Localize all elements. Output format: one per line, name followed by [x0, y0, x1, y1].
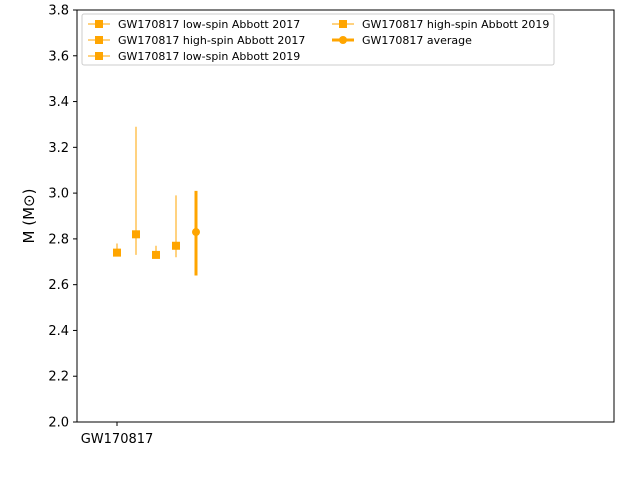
- legend-marker-4: [339, 36, 347, 44]
- legend-label-2: GW170817 low-spin Abbott 2019: [118, 50, 300, 63]
- point-4: [192, 228, 200, 237]
- axes-frame: [76, 9, 615, 423]
- y-tick-label-9: 3.8: [48, 4, 69, 19]
- y-tick-label-6: 3.2: [48, 141, 69, 156]
- legend-marker-3: [339, 20, 347, 28]
- point-2: [152, 250, 160, 259]
- point-3: [172, 241, 180, 250]
- y-tick-label-0: 2.0: [48, 416, 69, 431]
- plot-area: 2.0 2.2 2.4 2.6 2.8 3.0 3.2 3.4 3.6 3.8 GW170817 GW…: [48, 4, 615, 447]
- legend-label-4: GW170817 average: [362, 34, 472, 47]
- y-tick-label-1: 2.2: [48, 370, 69, 385]
- y-tick-label-8: 3.6: [48, 49, 69, 64]
- y-tick-label-7: 3.4: [48, 95, 69, 110]
- y-tick-label-4: 2.8: [48, 232, 69, 247]
- point-0: [113, 248, 121, 257]
- legend-label-1: GW170817 high-spin Abbott 2017: [118, 34, 305, 47]
- y-tick-label-2: 2.4: [48, 324, 69, 339]
- legend-marker-0: [95, 20, 103, 28]
- x-tick-label-0: GW170817: [81, 432, 154, 447]
- legend-marker-2: [95, 52, 103, 60]
- legend-box: [81, 13, 555, 66]
- legend-label-3: GW170817 high-spin Abbott 2019: [362, 18, 549, 31]
- legend-marker-1: [95, 36, 103, 44]
- y-tick-label-5: 3.0: [48, 187, 69, 202]
- y-tick-label-3: 2.6: [48, 278, 69, 293]
- legend-label-0: GW170817 low-spin Abbott 2017: [118, 18, 300, 31]
- y-axis-label: M (M⊙): [20, 189, 38, 244]
- point-1: [132, 230, 140, 239]
